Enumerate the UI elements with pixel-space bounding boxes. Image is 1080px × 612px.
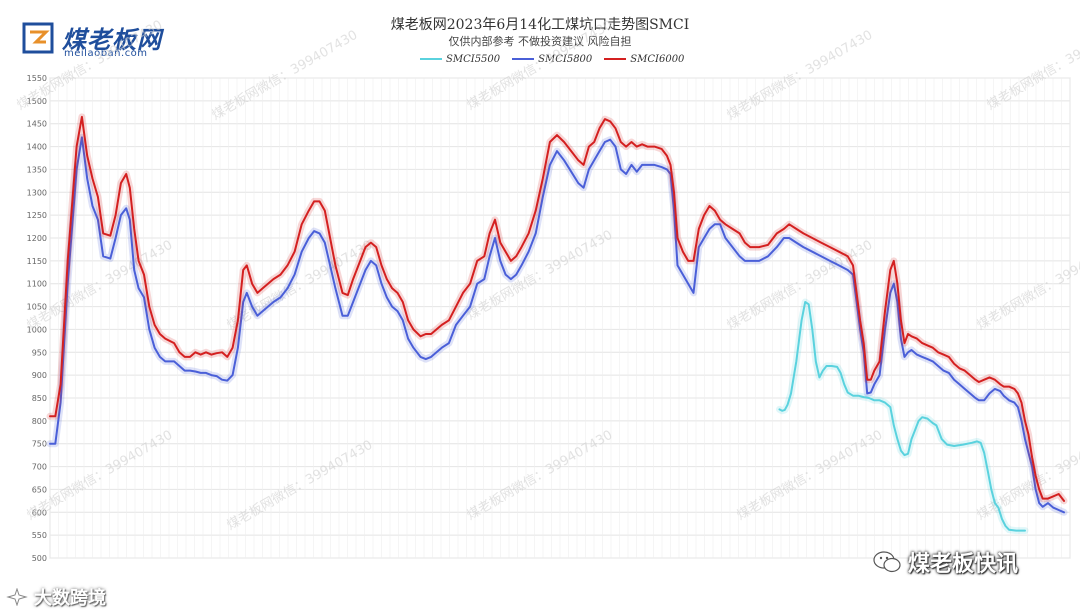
logo: 煤老板网 meilaoban.com [22, 20, 192, 62]
y-tick-label: 900 [32, 371, 47, 380]
sparkle-icon [6, 588, 28, 606]
y-tick-label: 1450 [27, 120, 47, 129]
y-tick-label: 1350 [27, 165, 47, 174]
watermark-text: 煤老板网微信：399407430 [735, 428, 886, 524]
legend-label: SMCI5800 [538, 53, 593, 65]
y-tick-label: 1500 [27, 97, 47, 106]
bottom-watermark: 大数跨境 [6, 584, 106, 610]
legend-item: SMCI6000 [604, 52, 684, 66]
y-tick-label: 1100 [27, 280, 47, 289]
y-tick-label: 700 [32, 463, 47, 472]
watermark-text: 煤老板网微信：399407430 [465, 428, 616, 524]
bottom-label: 大数跨境 [34, 588, 106, 609]
watermark-text: 煤老板网微信：399407430 [210, 28, 361, 124]
watermark-text: 煤老板网微信：399407430 [465, 18, 616, 114]
legend-swatch [512, 58, 535, 60]
legend-swatch [420, 58, 442, 60]
chart-subtitle: 仅供内部参考 不做投资建议 风险自担 [448, 35, 632, 48]
y-tick-label: 750 [32, 440, 47, 449]
y-tick-label: 800 [32, 417, 47, 426]
y-tick-label: 550 [32, 531, 47, 540]
y-tick-label: 1400 [27, 143, 47, 152]
wechat-icon [873, 551, 901, 573]
series-line [49, 136, 1065, 514]
legend-item: SMCI5800 [512, 52, 592, 66]
watermark-text: 煤老板网微信：399407430 [985, 18, 1080, 114]
y-tick-label: 650 [32, 485, 47, 494]
legend-swatch [604, 58, 627, 60]
y-tick-label: 1050 [27, 303, 47, 312]
y-tick-label: 500 [32, 554, 47, 563]
series-line [778, 301, 1026, 532]
y-tick-label: 1550 [27, 74, 47, 83]
y-tick-label: 850 [32, 394, 47, 403]
wechat-badge: 煤老板快讯 [872, 546, 1018, 578]
watermark-text: 煤老板网微信：399407430 [225, 438, 376, 534]
y-tick-label: 1000 [27, 325, 47, 334]
y-tick-label: 1300 [27, 188, 47, 197]
y-tick-label: 1250 [27, 211, 47, 220]
logo-mark-icon [22, 22, 54, 54]
legend-label: SMCI5500 [446, 53, 501, 65]
logo-url: meilaoban.com [64, 48, 148, 59]
y-tick-label: 1200 [27, 234, 47, 243]
y-tick-label: 950 [32, 348, 47, 357]
legend-item: SMCI5500 [420, 52, 500, 66]
chart-title: 煤老板网2023年6月14化工煤坑口走势图SMCI [390, 17, 690, 33]
watermark-text: 煤老板网微信：399407430 [725, 28, 876, 124]
legend-label: SMCI6000 [630, 53, 685, 65]
y-tick-label: 1150 [27, 257, 47, 266]
wechat-label: 煤老板快讯 [908, 552, 1019, 577]
chart-legend: SMCI5500 SMCI5800 SMCI6000 [420, 52, 684, 66]
y-tick-label: 600 [32, 508, 47, 517]
watermark-text: 煤老板网微信：399407430 [15, 18, 166, 114]
logo-text: 煤老板网 [62, 26, 162, 54]
series-line [49, 115, 1065, 502]
